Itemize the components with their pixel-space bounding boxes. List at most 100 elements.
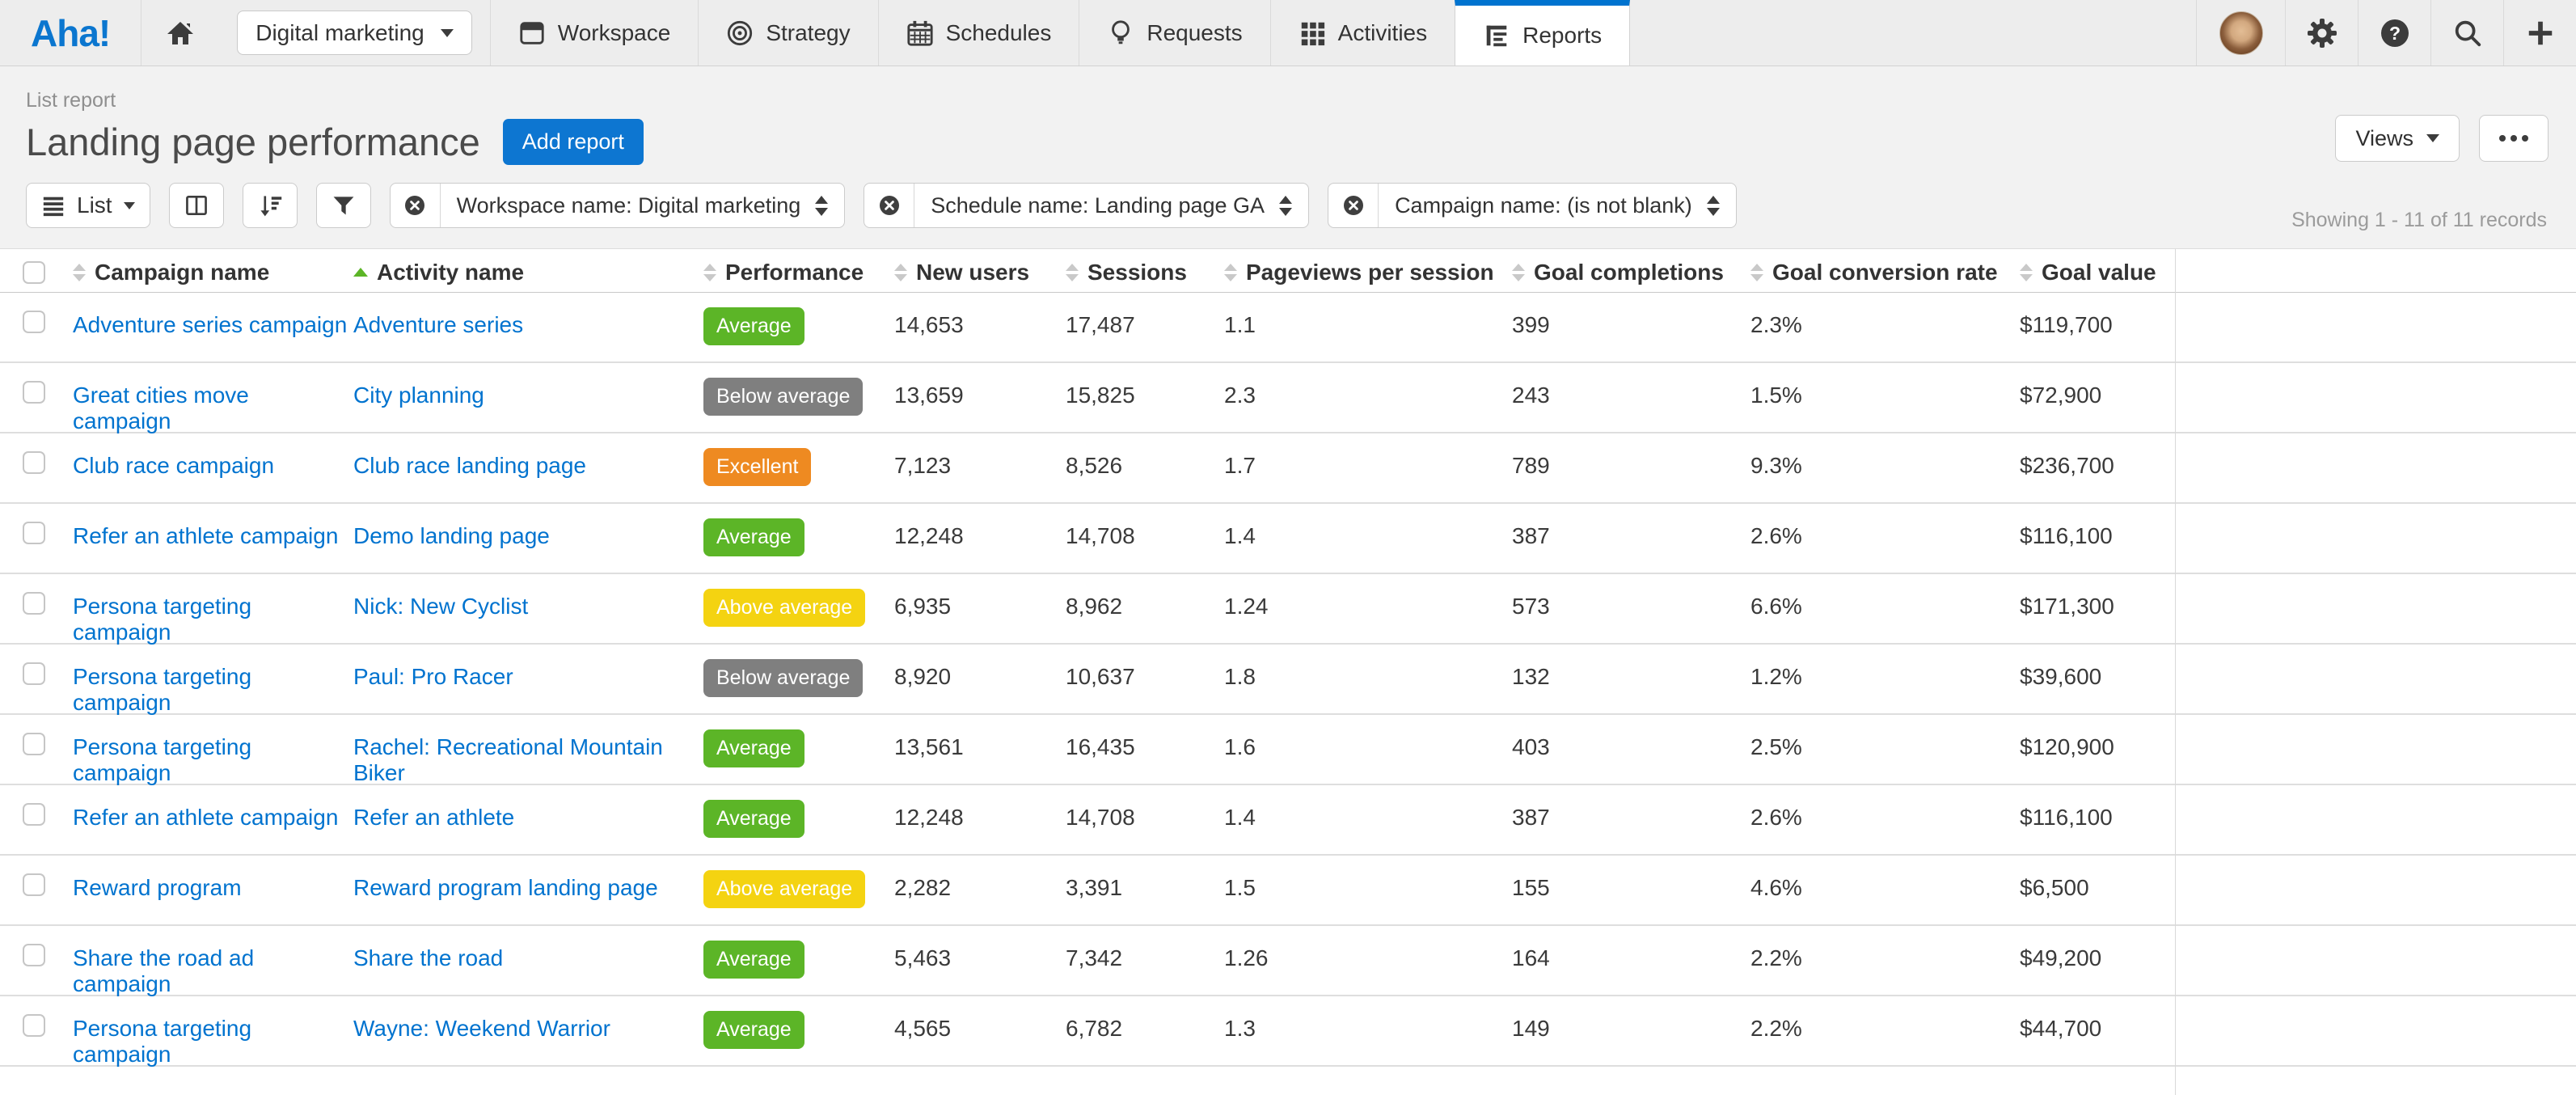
column-header-performance[interactable]: Performance <box>703 260 894 285</box>
row-checkbox[interactable] <box>23 592 45 615</box>
performance-badge: Excellent <box>703 448 812 486</box>
workspace-selector[interactable]: Digital marketing <box>237 11 472 55</box>
aha-logo[interactable]: Aha! <box>31 11 111 54</box>
view-type-list-button[interactable]: List <box>26 183 150 228</box>
activity-link[interactable]: Wayne: Weekend Warrior <box>353 1016 610 1041</box>
campaign-link[interactable]: Refer an athlete campaign <box>73 523 339 548</box>
performance-badge: Above average <box>703 870 866 908</box>
campaign-link[interactable]: Persona targeting campaign <box>73 734 252 785</box>
column-header-label: Campaign name <box>95 259 270 285</box>
nav-item-requests[interactable]: Requests <box>1079 0 1269 66</box>
goal-completions-cell: 387 <box>1512 805 1550 830</box>
activity-link[interactable]: City planning <box>353 383 484 408</box>
filter-chip-label: Schedule name: Landing page GA <box>931 192 1265 218</box>
column-header-new-users[interactable]: New users <box>894 260 1066 285</box>
campaign-link[interactable]: Share the road ad campaign <box>73 945 255 996</box>
table-right-border <box>2175 249 2176 1095</box>
goal-value-cell: $120,900 <box>2020 734 2114 759</box>
row-checkbox[interactable] <box>23 311 45 333</box>
remove-filter-button[interactable] <box>864 184 915 227</box>
row-checkbox[interactable] <box>23 873 45 896</box>
activity-link[interactable]: Refer an athlete <box>353 805 515 830</box>
campaign-name-cell: Persona targeting campaign <box>73 715 353 786</box>
goal-conversion-rate-cell: 1.5% <box>1750 383 1802 408</box>
remove-filter-button[interactable] <box>391 184 441 227</box>
nav-item-workspace[interactable]: Workspace <box>489 0 699 66</box>
column-header-sessions[interactable]: Sessions <box>1066 260 1224 285</box>
goal-conversion-rate-cell: 1.2% <box>1750 664 1802 689</box>
select-all-checkbox[interactable] <box>23 260 45 284</box>
row-checkbox[interactable] <box>23 662 45 685</box>
row-checkbox[interactable] <box>23 381 45 404</box>
sort-ascending-icon <box>353 268 368 277</box>
search-button[interactable] <box>2430 0 2503 66</box>
nav-item-schedules[interactable]: Schedules <box>877 0 1079 66</box>
filter-button[interactable] <box>315 183 371 228</box>
filter-chip-schedule: Schedule name: Landing page GA <box>864 183 1310 228</box>
campaign-link[interactable]: Persona targeting campaign <box>73 594 252 645</box>
goal-conversion-rate-cell: 2.2% <box>1750 1016 1802 1041</box>
help-button[interactable]: ? <box>2358 0 2430 66</box>
report-icon <box>1483 22 1510 49</box>
campaign-name-cell: Refer an athlete campaign <box>73 504 353 549</box>
campaign-link[interactable]: Persona targeting campaign <box>73 1016 252 1067</box>
workspace-selector-label: Digital marketing <box>255 19 424 45</box>
campaign-link[interactable]: Club race campaign <box>73 453 275 478</box>
pageviews-per-session-cell: 1.3 <box>1224 1016 1256 1041</box>
goal-value-cell: $171,300 <box>2020 594 2114 619</box>
row-checkbox[interactable] <box>23 733 45 755</box>
performance-badge: Average <box>703 518 804 556</box>
filter-value-selector[interactable]: Workspace name: Digital marketing <box>441 184 845 227</box>
columns-button[interactable] <box>168 183 224 228</box>
pageviews-per-session-cell: 1.1 <box>1224 312 1256 337</box>
column-header-activity-name[interactable]: Activity name <box>353 260 703 285</box>
campaign-link[interactable]: Great cities move campaign <box>73 383 249 433</box>
activity-link[interactable]: Share the road <box>353 945 504 970</box>
campaign-name-cell: Refer an athlete campaign <box>73 785 353 831</box>
column-header-goal-completions[interactable]: Goal completions <box>1512 260 1750 285</box>
add-button[interactable] <box>2503 0 2576 66</box>
row-checkbox[interactable] <box>23 451 45 474</box>
nav-item-activities[interactable]: Activities <box>1269 0 1455 66</box>
remove-filter-button[interactable] <box>1328 184 1379 227</box>
row-checkbox[interactable] <box>23 944 45 966</box>
table-row: Refer an athlete campaign Demo landing p… <box>0 504 2576 574</box>
activity-link[interactable]: Rachel: Recreational Mountain Biker <box>353 734 663 785</box>
activity-link[interactable]: Paul: Pro Racer <box>353 664 513 689</box>
column-header-pageviews-per-session[interactable]: Pageviews per session <box>1224 260 1512 285</box>
campaign-link[interactable]: Reward program <box>73 875 242 900</box>
nav-right-cluster: ? <box>2196 0 2576 66</box>
column-header-campaign-name[interactable]: Campaign name <box>73 260 353 285</box>
nav-item-strategy[interactable]: Strategy <box>698 0 877 66</box>
campaign-link[interactable]: Persona targeting campaign <box>73 664 252 715</box>
filter-value-selector[interactable]: Campaign name: (is not blank) <box>1379 184 1736 227</box>
campaign-link[interactable]: Refer an athlete campaign <box>73 805 339 830</box>
column-header-goal-conversion-rate[interactable]: Goal conversion rate <box>1750 260 2020 285</box>
column-header-goal-value[interactable]: Goal value <box>2020 260 2175 285</box>
row-checkbox[interactable] <box>23 1014 45 1037</box>
row-checkbox[interactable] <box>23 522 45 544</box>
activity-link[interactable]: Nick: New Cyclist <box>353 594 529 619</box>
top-navigation: Aha! Digital marketing Workspace Strateg… <box>0 0 2576 66</box>
row-checkbox[interactable] <box>23 803 45 826</box>
activity-link[interactable]: Adventure series <box>353 312 524 337</box>
home-button[interactable] <box>141 0 219 66</box>
views-button[interactable]: Views <box>2335 115 2460 162</box>
campaign-name-cell: Persona targeting campaign <box>73 574 353 645</box>
add-report-button[interactable]: Add report <box>502 119 644 165</box>
campaign-link[interactable]: Adventure series campaign <box>73 312 348 337</box>
pageviews-per-session-cell: 2.3 <box>1224 383 1256 408</box>
more-options-button[interactable] <box>2479 115 2549 162</box>
nav-item-label: Activities <box>1337 19 1428 45</box>
activity-link[interactable]: Demo landing page <box>353 523 550 548</box>
nav-item-reports[interactable]: Reports <box>1455 0 1631 66</box>
filter-value-selector[interactable]: Schedule name: Landing page GA <box>914 184 1308 227</box>
performance-badge: Above average <box>703 589 866 627</box>
user-menu-button[interactable] <box>2196 0 2285 66</box>
target-icon <box>726 19 754 47</box>
sort-button[interactable] <box>242 183 298 228</box>
row-checkbox-cell <box>0 574 73 620</box>
settings-button[interactable] <box>2285 0 2358 66</box>
activity-link[interactable]: Reward program landing page <box>353 875 658 900</box>
activity-link[interactable]: Club race landing page <box>353 453 586 478</box>
